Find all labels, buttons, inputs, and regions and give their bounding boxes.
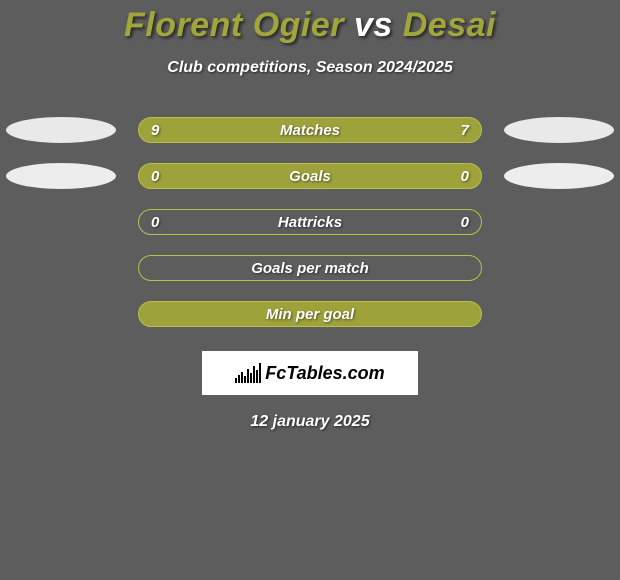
- stat-label: Min per goal: [266, 306, 354, 323]
- player2-value: 7: [461, 122, 469, 139]
- subtitle: Club competitions, Season 2024/2025: [0, 59, 620, 77]
- player2-value: 0: [461, 168, 469, 185]
- player1-value: 0: [151, 214, 159, 231]
- player1-value: 0: [151, 168, 159, 185]
- fctables-logo: FcTables.com: [202, 351, 418, 395]
- player2-value-oval: [504, 163, 614, 189]
- player1-value: 9: [151, 122, 159, 139]
- player2-value-oval: [504, 117, 614, 143]
- date-label: 12 january 2025: [0, 413, 620, 431]
- comparison-title: Florent Ogier vs Desai: [0, 0, 620, 45]
- player1-value-oval: [6, 117, 116, 143]
- logo-bars-icon: [235, 363, 261, 383]
- stat-row: 0 Goals 0: [0, 163, 620, 189]
- stat-row: Goals per match: [0, 255, 620, 281]
- player1-value-oval: [6, 163, 116, 189]
- logo-text-bold: Tables: [286, 363, 342, 383]
- stat-label: Matches: [280, 122, 340, 139]
- player2-value: 0: [461, 214, 469, 231]
- stat-label: Hattricks: [278, 214, 342, 231]
- stat-pill: 0 Goals 0: [138, 163, 482, 189]
- stat-row: 0 Hattricks 0: [0, 209, 620, 235]
- stat-pill: Min per goal: [138, 301, 482, 327]
- stat-pill: Goals per match: [138, 255, 482, 281]
- stat-pill: 9 Matches 7: [138, 117, 482, 143]
- stat-label: Goals: [289, 168, 331, 185]
- stat-row: Min per goal: [0, 301, 620, 327]
- player1-name: Florent Ogier: [124, 6, 344, 44]
- player2-name: Desai: [403, 6, 496, 44]
- vs-separator: vs: [354, 6, 393, 44]
- stat-pill: 0 Hattricks 0: [138, 209, 482, 235]
- stat-rows: 9 Matches 7 0 Goals 0 0 Hattricks 0 Goals per mat…: [0, 117, 620, 327]
- logo-text-before: Fc: [265, 363, 286, 383]
- stat-row: 9 Matches 7: [0, 117, 620, 143]
- logo-text-after: .com: [343, 363, 385, 383]
- logo-text: FcTables.com: [265, 363, 384, 384]
- stat-label: Goals per match: [251, 260, 369, 277]
